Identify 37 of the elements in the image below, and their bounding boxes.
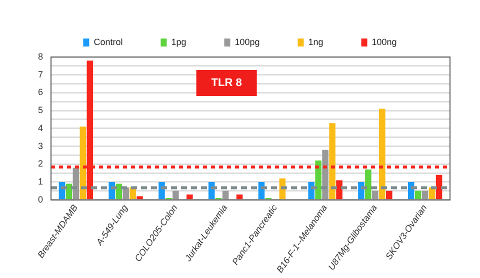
legend-label: 100pg — [234, 36, 260, 47]
bar — [372, 190, 378, 200]
bar — [315, 160, 322, 200]
bar — [80, 126, 86, 200]
y-tick-label: 0 — [38, 194, 44, 204]
bar — [122, 187, 129, 200]
bar — [116, 184, 122, 200]
bar — [358, 182, 364, 200]
annotation: TLR 8 — [211, 77, 242, 90]
y-tick-label: 4 — [38, 122, 44, 133]
bar — [422, 190, 428, 200]
y-tick-label: 8 — [38, 51, 44, 62]
legend-label: Control — [94, 36, 123, 47]
legend-label: 1ng — [308, 36, 324, 47]
bar — [436, 174, 442, 200]
bar — [365, 169, 372, 200]
bar — [308, 182, 314, 200]
bar — [186, 194, 193, 200]
y-tick-label: 1 — [38, 176, 44, 186]
legend-label: 1pg — [171, 36, 186, 47]
bar — [379, 108, 386, 200]
bar — [236, 194, 243, 200]
y-tick-label: 2 — [38, 158, 44, 169]
y-tick-label: 5 — [38, 105, 44, 116]
y-tick-label: 3 — [38, 140, 44, 151]
legend-label: 100ng — [372, 36, 397, 47]
bar — [336, 180, 342, 200]
bar — [172, 190, 179, 200]
bar — [329, 123, 336, 200]
bar — [130, 187, 136, 200]
y-tick-label: 7 — [38, 69, 44, 80]
bar — [322, 150, 328, 200]
bar — [136, 196, 143, 200]
bar — [386, 190, 392, 200]
y-tick-label: 6 — [38, 87, 44, 98]
bar — [222, 190, 229, 200]
bar — [414, 190, 422, 200]
